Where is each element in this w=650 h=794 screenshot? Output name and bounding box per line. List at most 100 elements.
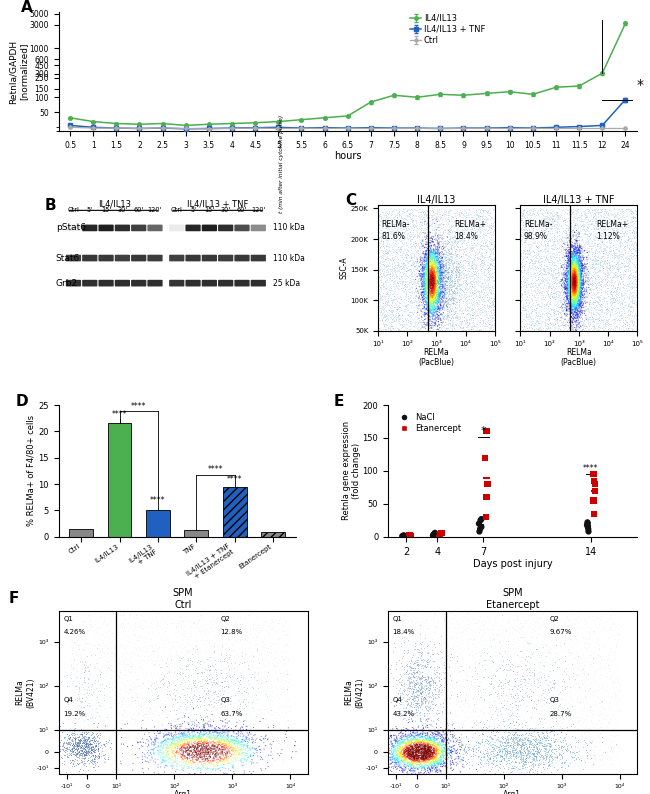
Point xyxy=(200,754,211,767)
Point xyxy=(411,290,421,303)
Point xyxy=(597,260,608,272)
Point xyxy=(572,750,582,763)
Point xyxy=(145,705,155,718)
Point xyxy=(390,752,400,765)
Point xyxy=(80,737,90,750)
Point xyxy=(523,299,533,311)
Point xyxy=(170,738,181,750)
Point xyxy=(607,260,618,272)
Point xyxy=(385,267,395,279)
Point xyxy=(436,280,447,293)
Point xyxy=(597,274,608,287)
Point xyxy=(548,272,558,284)
Point xyxy=(553,264,564,276)
Point xyxy=(413,752,424,765)
Point xyxy=(200,747,210,760)
Point xyxy=(424,730,434,743)
Point xyxy=(607,274,618,287)
Point xyxy=(562,252,573,264)
Point xyxy=(454,317,465,330)
Point xyxy=(504,739,515,752)
Point xyxy=(566,279,576,292)
Point xyxy=(631,289,642,302)
Point xyxy=(425,763,436,776)
Point xyxy=(517,746,527,758)
Point xyxy=(382,240,393,252)
Point xyxy=(403,749,413,761)
Point xyxy=(370,651,381,664)
Point xyxy=(525,735,536,748)
Point xyxy=(434,324,445,337)
Point xyxy=(593,735,603,748)
Point xyxy=(599,599,610,612)
Point xyxy=(437,264,447,277)
Point xyxy=(422,750,432,763)
Point xyxy=(593,238,603,251)
Point xyxy=(84,739,94,752)
Point xyxy=(518,626,528,638)
Point xyxy=(432,276,442,288)
Point xyxy=(517,619,527,632)
Point xyxy=(417,734,428,747)
Point xyxy=(562,283,572,295)
Point xyxy=(567,225,578,238)
Point xyxy=(608,238,618,251)
Point xyxy=(427,284,437,297)
Point xyxy=(586,277,596,290)
Point xyxy=(220,614,231,626)
Point xyxy=(565,316,575,329)
Point xyxy=(397,748,408,761)
Point xyxy=(66,745,76,757)
Point xyxy=(571,247,582,260)
Point xyxy=(430,253,440,266)
Point xyxy=(486,237,496,249)
Point xyxy=(225,742,235,755)
Point xyxy=(524,256,534,269)
Point xyxy=(535,665,545,677)
Point xyxy=(391,214,401,226)
Point xyxy=(508,664,518,676)
Point xyxy=(470,306,480,319)
Point xyxy=(407,217,417,229)
Point xyxy=(556,741,566,754)
Point xyxy=(480,323,490,336)
Point xyxy=(229,751,240,764)
Point xyxy=(385,263,396,276)
Point xyxy=(578,322,588,335)
Point xyxy=(431,257,441,270)
Point xyxy=(552,262,563,275)
Point xyxy=(475,595,486,607)
Point xyxy=(393,314,404,326)
Point xyxy=(567,255,577,268)
Point xyxy=(386,223,396,236)
Point xyxy=(416,272,426,285)
Point xyxy=(469,287,479,299)
Point xyxy=(81,746,92,758)
Point xyxy=(234,746,244,758)
Point xyxy=(387,224,398,237)
Point xyxy=(571,286,581,299)
Point xyxy=(563,280,573,293)
Point xyxy=(432,287,442,300)
Point xyxy=(431,271,441,283)
Point xyxy=(537,749,547,761)
Point xyxy=(432,247,442,260)
Point xyxy=(544,305,554,318)
Point xyxy=(411,706,421,719)
Point xyxy=(573,229,584,241)
Point xyxy=(425,282,436,295)
Point xyxy=(230,739,240,752)
Point xyxy=(543,214,554,226)
Point xyxy=(562,283,572,296)
Point xyxy=(420,227,430,240)
Point xyxy=(77,730,87,743)
Point xyxy=(627,225,637,238)
Point xyxy=(587,240,597,252)
Point xyxy=(211,731,222,744)
Point xyxy=(426,738,436,751)
Point xyxy=(454,258,464,271)
Point xyxy=(411,659,422,672)
Point xyxy=(580,303,590,316)
Point xyxy=(440,738,450,751)
Point xyxy=(276,669,286,682)
